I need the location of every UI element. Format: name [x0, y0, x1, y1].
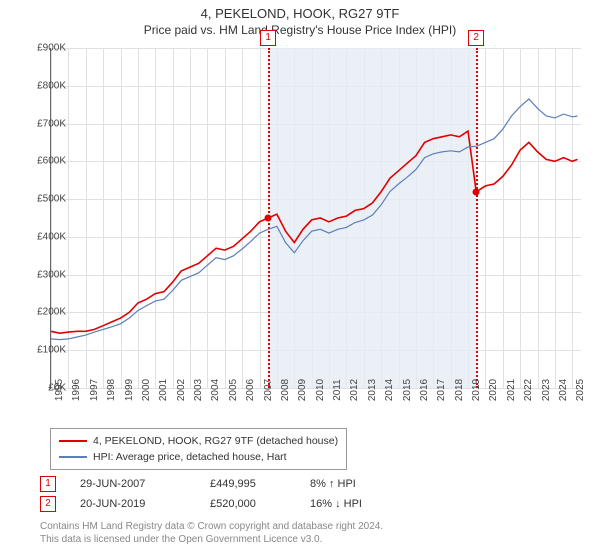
title-subtitle: Price paid vs. HM Land Registry's House …	[0, 23, 600, 37]
sales-row-marker: 1	[40, 476, 56, 492]
legend-item: 4, PEKELOND, HOOK, RG27 9TF (detached ho…	[59, 433, 338, 449]
sales-row-date: 20-JUN-2019	[80, 498, 210, 510]
y-tick-label: £400K	[22, 231, 66, 242]
x-tick-label: 2014	[384, 379, 395, 401]
x-tick-label: 2021	[506, 379, 517, 401]
footer-line2: This data is licensed under the Open Gov…	[40, 533, 383, 546]
legend-label: HPI: Average price, detached house, Hart	[93, 449, 287, 465]
x-tick-label: 1996	[71, 379, 82, 401]
x-tick-label: 2008	[280, 379, 291, 401]
sale-marker-1: 1	[260, 30, 276, 46]
y-tick-label: £300K	[22, 269, 66, 280]
sales-row-date: 29-JUN-2007	[80, 478, 210, 490]
chart-container: { "title": { "line1": "4, PEKELOND, HOOK…	[0, 0, 600, 560]
footer-attribution: Contains HM Land Registry data © Crown c…	[40, 520, 383, 546]
sale-marker-2: 2	[468, 30, 484, 46]
x-tick-label: 2022	[523, 379, 534, 401]
x-tick-label: 2001	[158, 379, 169, 401]
x-tick-label: 2002	[176, 379, 187, 401]
sales-table: 1 29-JUN-2007£449,9958% ↑ HPI 2 20-JUN-2019…	[40, 474, 410, 514]
sales-row-price: £520,000	[210, 498, 310, 510]
y-tick-label: £700K	[22, 118, 66, 129]
x-tick-label: 2025	[575, 379, 586, 401]
x-tick-label: 1999	[124, 379, 135, 401]
sales-row: 1 29-JUN-2007£449,9958% ↑ HPI	[40, 474, 410, 494]
x-tick-label: 2005	[228, 379, 239, 401]
y-tick-label: £500K	[22, 194, 66, 205]
title-block: 4, PEKELOND, HOOK, RG27 9TF Price paid v…	[0, 0, 600, 37]
x-tick-label: 2009	[297, 379, 308, 401]
sales-row-price: £449,995	[210, 478, 310, 490]
x-tick-label: 2010	[315, 379, 326, 401]
x-tick-label: 1997	[89, 379, 100, 401]
x-tick-label: 2017	[436, 379, 447, 401]
x-tick-label: 2011	[332, 379, 343, 401]
x-tick-label: 2023	[541, 379, 552, 401]
legend-box: 4, PEKELOND, HOOK, RG27 9TF (detached ho…	[50, 428, 347, 470]
footer-line1: Contains HM Land Registry data © Crown c…	[40, 520, 383, 533]
x-tick-label: 2018	[454, 379, 465, 401]
x-tick-label: 2024	[558, 379, 569, 401]
x-tick-label: 2000	[141, 379, 152, 401]
x-tick-label: 1998	[106, 379, 117, 401]
series-svg	[51, 48, 581, 388]
sales-row-diff: 16% ↓ HPI	[310, 498, 410, 510]
legend-item: HPI: Average price, detached house, Hart	[59, 449, 338, 465]
y-tick-label: £600K	[22, 156, 66, 167]
sales-row-diff: 8% ↑ HPI	[310, 478, 410, 490]
series-price_paid	[51, 131, 578, 333]
x-tick-label: 2020	[488, 379, 499, 401]
sale-point-dot	[265, 215, 272, 222]
x-tick-label: 2013	[367, 379, 378, 401]
x-tick-label: 2004	[210, 379, 221, 401]
y-tick-label: £800K	[22, 80, 66, 91]
y-tick-label: £200K	[22, 307, 66, 318]
title-address: 4, PEKELOND, HOOK, RG27 9TF	[0, 6, 600, 21]
x-tick-label: 2016	[419, 379, 430, 401]
x-tick-label: 2007	[263, 379, 274, 401]
chart-plot-area: 12	[50, 48, 581, 389]
x-tick-label: 2003	[193, 379, 204, 401]
x-tick-label: 2015	[402, 379, 413, 401]
x-tick-label: 1995	[54, 379, 65, 401]
x-tick-label: 2012	[349, 379, 360, 401]
sales-row: 2 20-JUN-2019£520,00016% ↓ HPI	[40, 494, 410, 514]
x-tick-label: 2006	[245, 379, 256, 401]
y-tick-label: £100K	[22, 345, 66, 356]
sales-row-marker: 2	[40, 496, 56, 512]
sale-point-dot	[473, 188, 480, 195]
legend-swatch	[59, 456, 87, 458]
legend-swatch	[59, 440, 87, 442]
y-tick-label: £900K	[22, 43, 66, 54]
x-tick-label: 2019	[471, 379, 482, 401]
legend-label: 4, PEKELOND, HOOK, RG27 9TF (detached ho…	[93, 433, 338, 449]
